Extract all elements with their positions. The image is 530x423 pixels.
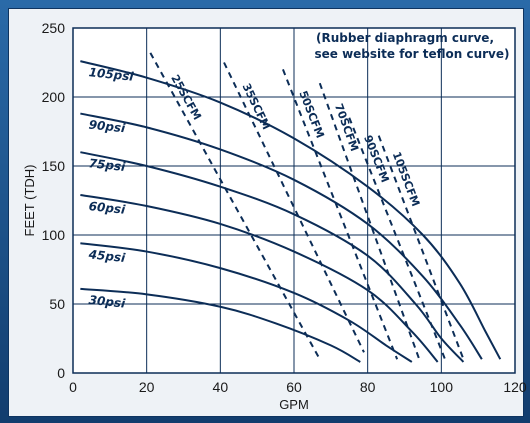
air-line-35SCFM <box>223 62 365 353</box>
pressure-label-30psi: 30psi <box>88 293 127 311</box>
y-tick-label: 100 <box>42 227 66 243</box>
pressure-label-60psi: 60psi <box>88 199 127 217</box>
pressure-curve-30psi <box>80 287 361 363</box>
air-line-105SCFM <box>377 135 465 360</box>
x-tick-label: 120 <box>503 379 527 395</box>
pressure-curve-45psi <box>80 242 413 363</box>
pressure-curves <box>80 60 502 363</box>
pressure-label-75psi: 75psi <box>88 156 127 174</box>
pressure-curve-75psi <box>80 151 465 363</box>
x-tick-label: 20 <box>139 379 155 395</box>
x-tick-label: 80 <box>360 379 376 395</box>
x-tick-label: 100 <box>430 379 454 395</box>
y-tick-label: 50 <box>49 296 65 312</box>
y-axis-label: FEET (TDH) <box>22 165 37 237</box>
x-tick-label: 60 <box>286 379 302 395</box>
x-tick-label: 0 <box>69 379 77 395</box>
y-tick-label: 250 <box>42 20 66 36</box>
plot-border <box>72 27 516 374</box>
pressure-curve-60psi <box>80 193 439 363</box>
y-tick-label: 0 <box>57 365 65 381</box>
pressure-curve-105psi <box>80 60 502 360</box>
grid <box>73 28 515 373</box>
y-tick-label: 150 <box>42 158 66 174</box>
y-tick-label: 200 <box>42 89 66 105</box>
air-line-70SCFM <box>318 82 421 360</box>
annotation-line-2: see website for teflon curve) <box>314 47 509 61</box>
x-axis-label: GPM <box>279 397 309 412</box>
tick-labels: 0 20 40 60 80 100 120 0 50 100 150 200 250 <box>42 20 527 395</box>
pressure-curve-90psi <box>80 112 483 360</box>
pressure-label-90psi: 90psi <box>88 118 127 136</box>
axes <box>72 27 516 374</box>
x-tick-label: 40 <box>213 379 229 395</box>
pressure-label-105psi: 105psi <box>88 65 135 84</box>
pressure-label-45psi: 45psi <box>87 247 127 265</box>
air-consumption-lines <box>149 52 465 360</box>
air-line-50SCFM <box>282 69 399 360</box>
annotation-line-1: (Rubber diaphragm curve, <box>316 31 494 45</box>
air-line-25SCFM <box>149 52 321 360</box>
